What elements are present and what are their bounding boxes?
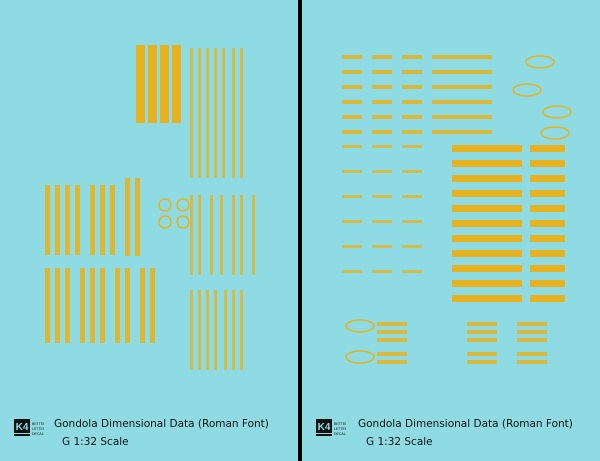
sheet-title: Gondola Dimensional Data (Roman Font) <box>358 418 573 430</box>
small-data-rows-block <box>342 145 422 273</box>
new-date-rows-block <box>452 145 565 302</box>
svg-text:DECALS: DECALS <box>334 432 346 436</box>
sheet-scale: G 1:32 Scale <box>366 436 433 448</box>
decal-artwork-left <box>45 45 255 370</box>
decal-sheet-left: K4 BETTER LETTER DECALS Gondola Dimensio… <box>0 0 298 461</box>
better-letter-decals-logo-icon: K4 BETTER LETTER DECALS <box>316 419 346 436</box>
railroad-herald-symbols <box>345 55 572 364</box>
better-letter-decals-logo-icon: K4 BETTER LETTER DECALS <box>14 419 44 436</box>
svg-text:BETTER: BETTER <box>334 422 346 426</box>
permanent-blanking-block <box>136 45 181 123</box>
load-limit-column-block <box>45 268 155 343</box>
wheel-symbols <box>158 198 190 229</box>
decal-artwork-right <box>342 55 572 364</box>
builder-column-block <box>190 290 243 370</box>
svg-text:BETTER: BETTER <box>32 422 44 426</box>
reweigh-rows-block <box>342 55 492 134</box>
sheet-title: Gondola Dimensional Data (Roman Font) <box>54 418 269 430</box>
svg-text:DECALS: DECALS <box>32 432 44 436</box>
svg-text:LETTER: LETTER <box>32 427 44 431</box>
svg-text:K4: K4 <box>16 422 29 433</box>
svg-text:LETTER: LETTER <box>334 427 346 431</box>
reweigh-column-block <box>190 195 255 275</box>
dimension-column-block <box>190 48 243 178</box>
decal-sheet-right: K4 BETTER LETTER DECALS Gondola Dimensio… <box>302 0 600 461</box>
capacity-column-block <box>45 178 140 256</box>
sheet-scale: G 1:32 Scale <box>62 436 129 448</box>
bottom-stencil-rows-block <box>377 322 547 364</box>
svg-text:K4: K4 <box>318 422 331 433</box>
